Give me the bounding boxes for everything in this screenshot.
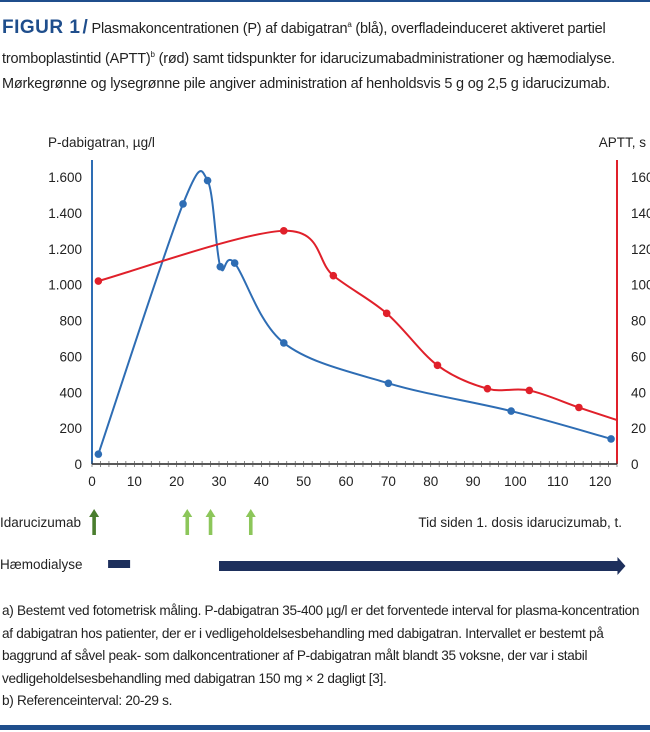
- caption-text-1: Plasmakoncentrationen (P) af dabigatran: [91, 20, 348, 37]
- x-tick-label: 0: [88, 474, 96, 489]
- top-rule: [0, 0, 650, 2]
- y-left-tick-label: 1.200: [48, 242, 82, 257]
- x-tick-label: 70: [381, 474, 396, 489]
- p-dabigatran-point: [279, 339, 288, 347]
- y-right-tick-label: 80: [631, 314, 646, 329]
- footnotes: a) Bestemt ved fotometrisk måling. P-dab…: [2, 600, 647, 713]
- x-tick-label: 60: [339, 474, 354, 489]
- figure-label: FIGUR 1: [2, 16, 81, 38]
- aptt-point: [483, 384, 492, 393]
- caption-text-2: (blå), overfladeinduceret aktiveret part…: [2, 20, 606, 67]
- x-tick-label: 50: [296, 474, 311, 489]
- aptt-point: [433, 361, 442, 370]
- caption-text-3: (rød) samt tidspunkter for idarucizumaba…: [2, 50, 616, 92]
- p-dabigatran-point: [203, 176, 212, 185]
- y-left-tick-label: 600: [59, 349, 82, 364]
- x-tick-label: 120: [589, 474, 612, 489]
- x-axis-label: Tid siden 1. dosis idarucizumab, t.: [418, 515, 622, 530]
- y-right-tick-label: 140: [631, 206, 650, 221]
- x-tick-label: 30: [212, 474, 227, 489]
- aptt-point: [382, 309, 391, 318]
- idarucizumab-arrow-icon: [245, 509, 256, 535]
- y-right-tick-label: 160: [631, 170, 650, 185]
- left-axis-label: P-dabigatran, µg/l: [48, 135, 155, 150]
- y-right-tick-label: 40: [631, 385, 646, 400]
- y-left-tick-label: 1.400: [48, 206, 82, 221]
- caption-sup-b: b: [150, 49, 155, 59]
- x-tick-label: 90: [466, 474, 481, 489]
- right-axis-label: APTT, s: [599, 135, 647, 150]
- haemodialyse-label: Hæmodialyse: [0, 557, 83, 572]
- y-left-tick-label: 800: [59, 314, 82, 329]
- haemodialyse-bar: [108, 560, 131, 568]
- aptt-point: [575, 403, 583, 412]
- footnote-a: a) Bestemt ved fotometrisk måling. P-dab…: [2, 603, 640, 686]
- x-tick-label: 10: [127, 474, 142, 489]
- y-left-tick-label: 200: [59, 421, 82, 436]
- bottom-rule: [0, 725, 650, 730]
- aptt-line: [98, 229, 618, 422]
- x-tick-label: 100: [504, 474, 527, 489]
- x-tick-label: 40: [254, 474, 269, 489]
- y-right-tick-label: 0: [631, 457, 639, 472]
- idarucizumab-arrow-icon: [205, 509, 216, 535]
- idarucizumab-arrow-icon: [89, 509, 100, 535]
- y-left-tick-label: 1.000: [48, 278, 82, 293]
- figure-separator: /: [82, 16, 88, 38]
- p-dabigatran-point: [179, 200, 187, 208]
- p-dabigatran-line: [97, 169, 612, 455]
- y-right-tick-label: 100: [631, 278, 650, 293]
- haemodialyse-arrow: [219, 557, 626, 575]
- p-dabigatran-point: [94, 450, 103, 458]
- aptt-point: [94, 277, 103, 285]
- aptt-point: [329, 271, 338, 280]
- x-tick-label: 20: [169, 474, 184, 489]
- aptt-point: [279, 227, 288, 235]
- y-right-tick-label: 60: [631, 349, 646, 364]
- x-tick-label: 110: [547, 474, 569, 489]
- y-left-tick-label: 0: [74, 457, 82, 472]
- y-left-tick-label: 1.600: [48, 170, 82, 185]
- y-left-tick-label: 400: [59, 385, 82, 400]
- y-right-tick-label: 120: [631, 242, 650, 257]
- idarucizumab-arrow-icon: [182, 509, 193, 535]
- p-dabigatran-point: [607, 435, 615, 443]
- x-tick-label: 80: [423, 474, 438, 489]
- p-dabigatran-point: [384, 379, 393, 388]
- idarucizumab-label: Idarucizumab: [0, 515, 81, 530]
- p-dabigatran-point: [216, 262, 225, 271]
- caption-sup-a: a: [347, 20, 352, 29]
- aptt-point: [525, 386, 534, 395]
- figure-caption: FIGUR 1/Plasmakoncentrationen (P) af dab…: [2, 12, 642, 97]
- p-dabigatran-point: [507, 407, 515, 415]
- footnote-b: b) Referenceinterval: 20-29 s.: [2, 693, 173, 708]
- y-right-tick-label: 20: [631, 421, 646, 436]
- chart: P-dabigatran, µg/l APTT, s Tid siden 1. …: [0, 135, 650, 575]
- p-dabigatran-point: [230, 259, 239, 267]
